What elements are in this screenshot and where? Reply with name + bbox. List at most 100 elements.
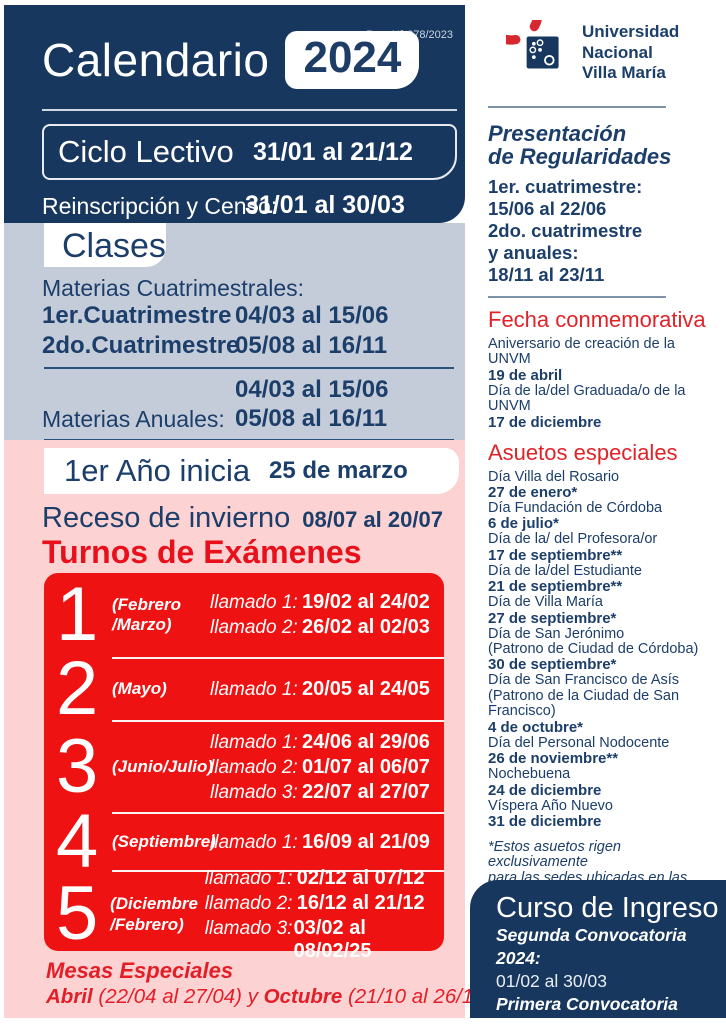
llamado-dates: 01/07 al 06/07	[302, 755, 430, 778]
clases-section: Clases Materias Cuatrimestrales: 1er.Cua…	[4, 223, 465, 441]
asueto-date: 30 de septiembre*	[488, 656, 617, 674]
asueto-name: Nochebuena	[488, 766, 571, 783]
primer-anio-bar: 1er Año inicia 25 de marzo	[44, 448, 459, 494]
llamado-dates: 16/09 al 21/09	[302, 830, 430, 853]
ciclo-lectivo-dates: 31/01 al 21/12	[253, 137, 413, 166]
turno-row-5: 5 (Diciembre /Febrero) llamado 1: 02/12 …	[44, 867, 444, 962]
asuetos-list: Día Villa del Rosario 27 de enero* Día F…	[488, 468, 714, 830]
llamado-label: llamado 2:	[210, 617, 298, 638]
unvm-logo-icon	[506, 20, 559, 69]
llamado-dates: 20/05 al 24/05	[302, 678, 430, 700]
turno-llamados: llamado 1: 16/09 al 21/09	[210, 831, 430, 854]
year-badge: 2024	[285, 31, 420, 89]
receso-row: Receso de invierno 08/07 al 20/07	[42, 502, 443, 535]
curso-ingreso-title: Curso de Ingreso	[496, 892, 719, 924]
turno-llamados: llamado 1: 24/06 al 29/06 llamado 2: 01/…	[210, 731, 430, 804]
llamado-label: llamado 1:	[210, 592, 298, 613]
convocatoria-label: Segunda Convocatoria 2024:	[496, 925, 687, 968]
turno-llamados: llamado 1: 20/05 al 24/05	[210, 678, 430, 701]
asueto-name: Día del Personal Nodocente	[488, 734, 670, 751]
conmemorativa-name: Aniversario de creación de la UNVM	[488, 336, 675, 368]
llamado: llamado 1: 24/06 al 29/06	[210, 731, 430, 754]
right-content: Presentación de Regularidades 1er. cuatr…	[488, 122, 714, 948]
llamado-dates: 03/02 al 08/02/25	[293, 916, 372, 962]
llamado-label: llamado 1:	[210, 679, 298, 700]
turno-number: 3	[56, 723, 99, 809]
llamado-label: llamado 2:	[204, 892, 293, 914]
turno-months: (Junio/Julio)	[112, 756, 214, 776]
llamado-label: llamado 1:	[210, 731, 298, 753]
turno-separator	[112, 812, 444, 814]
convocatoria-label: Primera Convocatoria 2025:	[496, 994, 678, 1024]
ciclo-lectivo-box: Ciclo Lectivo 31/01 al 21/12	[42, 124, 457, 180]
university-name: Universidad Nacional Villa María	[582, 22, 680, 83]
llamado-dates: 26/02 al 02/03	[302, 616, 430, 638]
turno-months: (Mayo)	[112, 679, 167, 699]
asueto-date: 21 de septiembre**	[488, 578, 623, 596]
asueto-date: 4 de octubre*	[488, 718, 584, 736]
llamado: llamado 2: 16/12 al 21/12	[205, 892, 444, 915]
fecha-conmemorativa-title: Fecha conmemorativa	[488, 307, 706, 332]
asuetos-title: Asuetos especiales	[488, 439, 678, 465]
primer-anio-label: 1er Año inicia	[64, 453, 251, 488]
llamado-label: llamado 2:	[210, 756, 298, 778]
mesas-especiales-dates: Abril (22/04 al 27/04) y Octubre (21/10 …	[46, 985, 492, 1009]
llamado-dates: 24/06 al 29/06	[302, 730, 430, 753]
cuatrimestre-2-dates: 05/08 al 16/11	[235, 332, 388, 359]
header-section: Res. N° 378/2023 Calendario 2024 Ciclo L…	[4, 5, 465, 223]
llamado-label: llamado 1:	[210, 831, 298, 853]
llamado-dates: 22/07 al 27/07	[302, 780, 430, 803]
right-column: Universidad Nacional Villa María Present…	[470, 0, 726, 1024]
reinscripcion-label: Reinscripción y Censo:	[42, 193, 278, 219]
left-panel: Res. N° 378/2023 Calendario 2024 Ciclo L…	[4, 5, 492, 1018]
asueto-date: 31 de diciembre	[488, 812, 602, 830]
llamado-label: llamado 1:	[204, 867, 293, 889]
title-row: Calendario 2024	[42, 31, 420, 89]
asueto-date: 27 de enero*	[488, 484, 578, 502]
cuatrimestre-row: 1er.Cuatrimestre 04/03 al 15/06	[42, 301, 457, 331]
asueto-name: Día de San Francisco de Asís (Patrono de…	[488, 672, 680, 720]
anuales-dates: 04/03 al 15/06 05/08 al 16/11	[235, 375, 388, 433]
asueto-date: 6 de julio*	[488, 515, 559, 533]
llamado-label: llamado 3:	[210, 781, 298, 803]
ciclo-lectivo-title: Ciclo Lectivo	[58, 134, 234, 169]
turnos-table: 1 (Febrero /Marzo) llamado 1: 19/02 al 2…	[44, 573, 444, 962]
receso-label: Receso de invierno	[42, 502, 291, 534]
anuales-label: Materias Anuales:	[42, 406, 225, 432]
gray-divider	[44, 367, 454, 369]
cuatrimestre-1-label: 1er.Cuatrimestre	[42, 302, 232, 329]
reinscripcion-row: Reinscripción y Censo: 31/01 al 30/03	[42, 191, 457, 220]
turno-row-1: 1 (Febrero /Marzo) llamado 1: 19/02 al 2…	[44, 573, 444, 657]
convocatoria-dates: 01/02 al 30/03	[496, 971, 607, 991]
fecha-conmemorativa-list: Aniversario de creación de la UNVM 19 de…	[488, 336, 714, 431]
asueto-name: Día Fundación de Córdoba	[488, 500, 663, 517]
turno-separator	[112, 720, 444, 722]
asueto-date: 27 de septiembre*	[488, 609, 617, 627]
asueto-name: Día Villa del Rosario	[488, 468, 620, 485]
turno-separator	[112, 870, 444, 872]
conmemorativa-name: Día de la/del Graduada/o de la UNVM	[488, 382, 686, 415]
turnos-title: Turnos de Exámenes	[42, 534, 362, 570]
anuales-dates-2: 05/08 al 16/11	[235, 405, 388, 432]
llamado: llamado 3: 03/02 al 08/02/25	[205, 917, 444, 963]
turno-row-4: 4 (Septiembre) llamado 1: 16/09 al 21/09	[44, 803, 444, 879]
mesas-abril-dates: (22/04 al 27/04) y	[92, 985, 264, 1008]
turno-number: 5	[56, 871, 99, 957]
clases-tab: Clases	[44, 223, 166, 267]
asueto-name: Víspera Año Nuevo	[488, 797, 613, 814]
right-divider	[488, 106, 666, 108]
conmemorativa-date: 19 de abril	[488, 366, 563, 384]
turno-llamados: llamado 1: 19/02 al 24/02 llamado 2: 26/…	[210, 591, 430, 639]
llamado: llamado 1: 02/12 al 07/12	[205, 867, 444, 890]
llamado-dates: 16/12 al 21/12	[296, 891, 425, 914]
university-logo: Universidad Nacional Villa María	[506, 20, 679, 86]
llamado: llamado 1: 16/09 al 21/09	[210, 831, 430, 854]
llamado-dates: 19/02 al 24/02	[302, 591, 430, 613]
turno-number: 1	[56, 571, 99, 657]
turno-months: (Febrero /Marzo)	[112, 594, 181, 634]
asueto-name: Día de la/del Estudiante	[488, 562, 642, 579]
regularidades-dates: 1er. cuatrimestre: 15/06 al 22/06 2do. c…	[488, 176, 643, 285]
header-divider	[42, 109, 457, 111]
turno-number: 2	[56, 646, 99, 732]
llamado: llamado 1: 19/02 al 24/02	[210, 591, 430, 614]
